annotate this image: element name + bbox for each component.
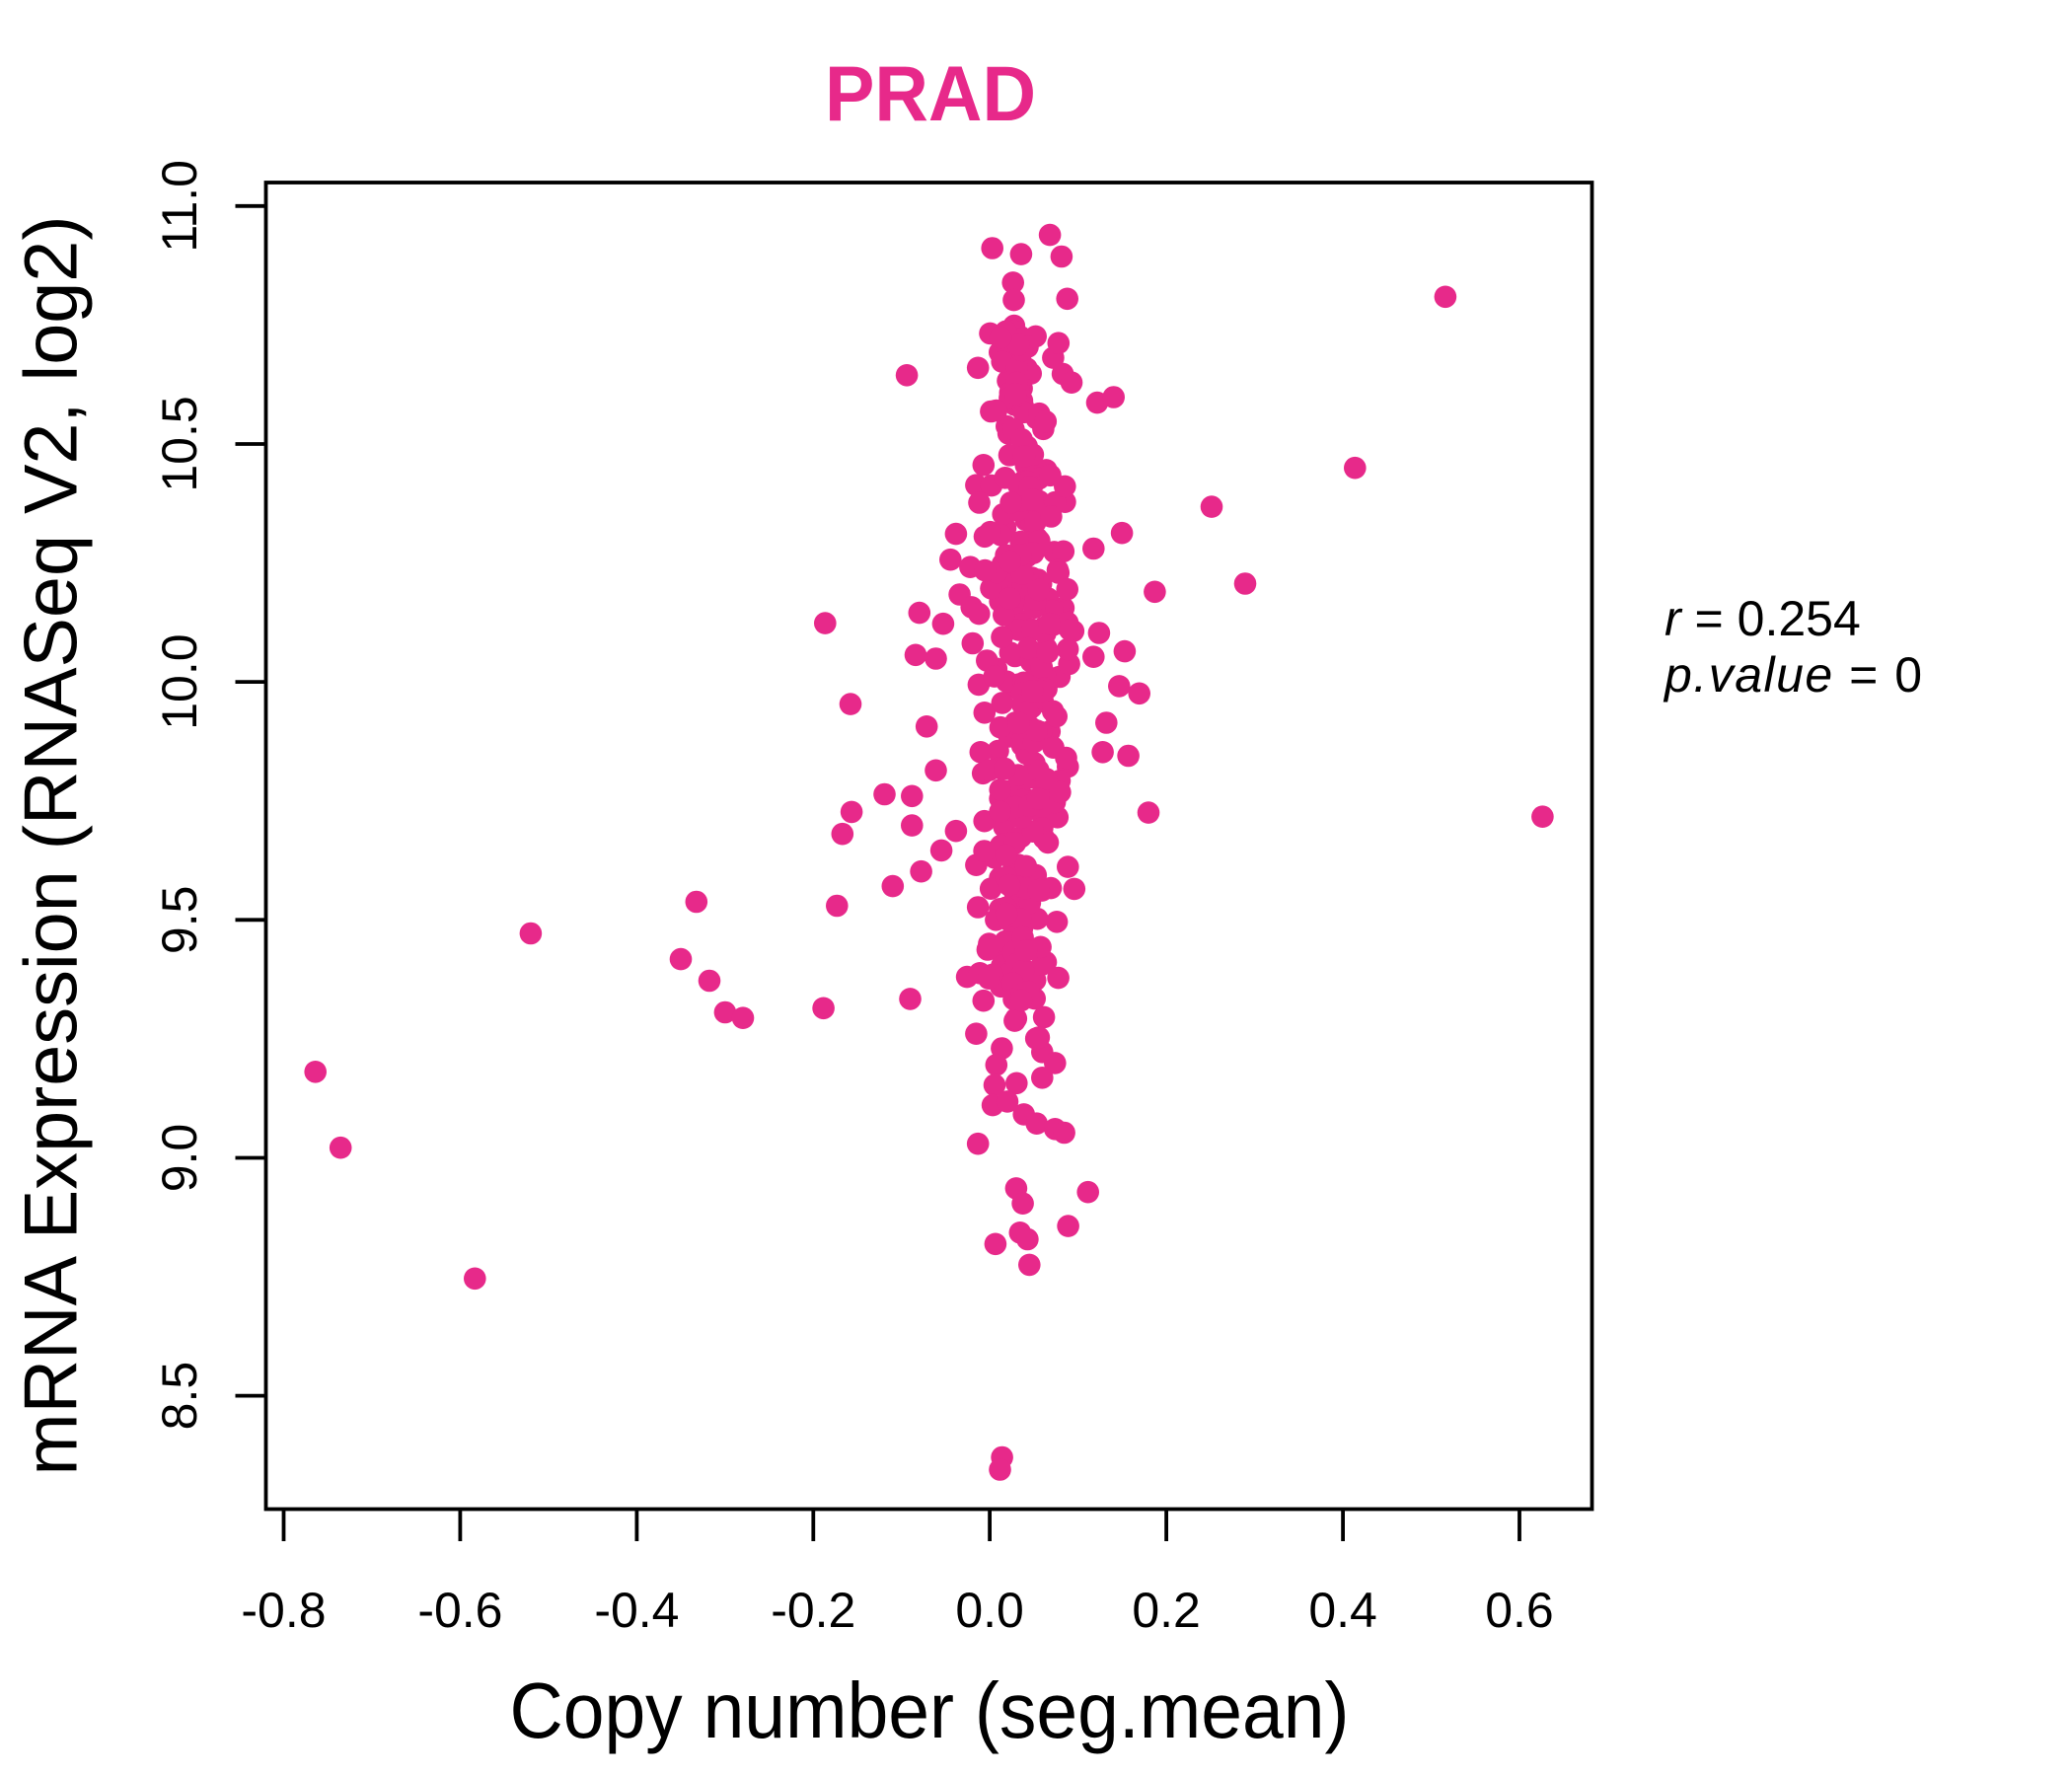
- svg-text:-0.6: -0.6: [417, 1583, 502, 1638]
- svg-text:-0.2: -0.2: [771, 1583, 855, 1638]
- svg-text:10.5: 10.5: [152, 396, 207, 491]
- svg-text:9.0: 9.0: [152, 1124, 207, 1193]
- svg-text:-0.8: -0.8: [241, 1583, 326, 1638]
- svg-text:10.0: 10.0: [152, 633, 207, 729]
- svg-text:mRNA Expression (RNASeq V2, lo: mRNA Expression (RNASeq V2, log2): [10, 216, 94, 1476]
- svg-text:0.0: 0.0: [955, 1583, 1024, 1638]
- svg-text:-0.4: -0.4: [594, 1583, 679, 1638]
- svg-text:8.5: 8.5: [152, 1362, 207, 1431]
- svg-text:p.value = 0: p.value = 0: [1663, 647, 1924, 703]
- svg-text:0.6: 0.6: [1485, 1583, 1554, 1638]
- svg-text:11.0: 11.0: [152, 160, 207, 253]
- svg-text:r = 0.254: r = 0.254: [1665, 591, 1861, 646]
- svg-text:0.2: 0.2: [1132, 1583, 1201, 1638]
- svg-text:9.5: 9.5: [152, 886, 207, 955]
- svg-text:PRAD: PRAD: [825, 49, 1036, 137]
- svg-text:Copy number (seg.mean): Copy number (seg.mean): [510, 1666, 1350, 1754]
- svg-text:0.4: 0.4: [1308, 1583, 1377, 1638]
